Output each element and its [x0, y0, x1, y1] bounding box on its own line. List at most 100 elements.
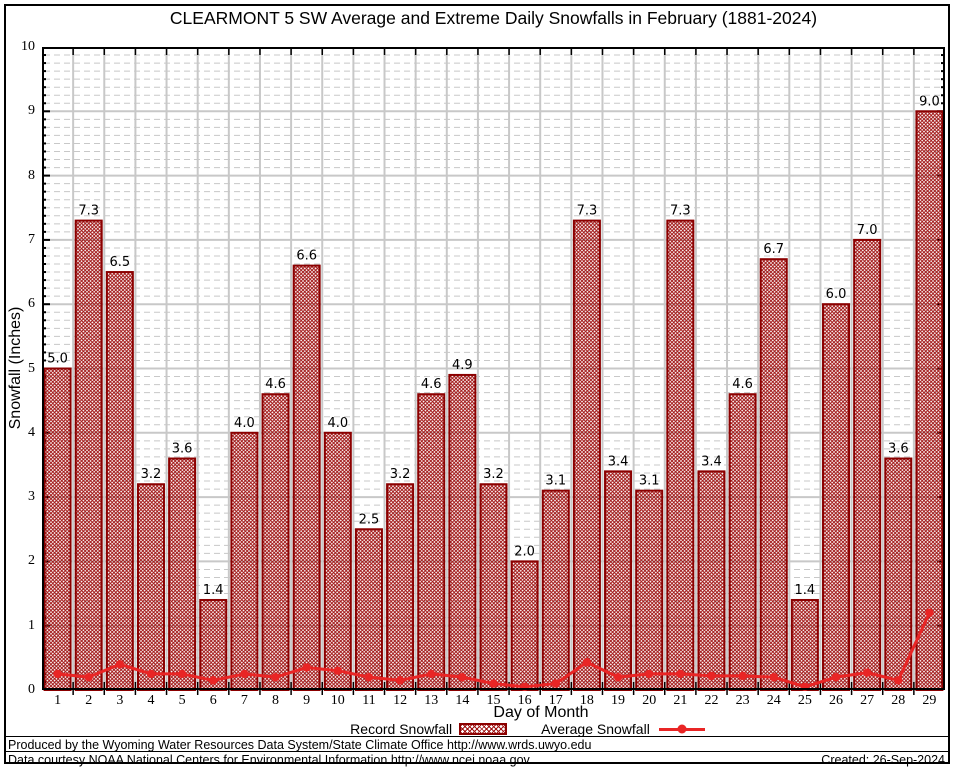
record-bar-day-7 — [230, 431, 259, 691]
x-tick-label-14: 14 — [455, 693, 470, 708]
footer-bottom-row: Data courtesy NOAA National Centers for … — [8, 753, 945, 767]
grid-major-vertical — [72, 47, 915, 690]
chart-title: CLEARMONT 5 SW Average and Extreme Daily… — [169, 8, 818, 28]
x-tick-label-7: 7 — [240, 693, 248, 708]
record-bar-day-18 — [572, 219, 601, 692]
y-tick-label-2: 2 — [28, 553, 35, 569]
record-bar-day-12 — [386, 483, 415, 691]
bar-label-day-8: 4.6 — [265, 377, 286, 392]
record-bar-day-28 — [884, 457, 913, 691]
average-point-day-15 — [489, 679, 498, 688]
bar-label-day-15: 3.2 — [483, 467, 504, 482]
bar-label-day-17: 3.1 — [545, 474, 566, 489]
record-bar-day-17 — [541, 489, 570, 692]
average-point-day-2 — [84, 672, 93, 682]
record-bar-day-29 — [915, 110, 944, 692]
average-point-day-26 — [831, 672, 841, 682]
x-tick-label-13: 13 — [424, 693, 439, 708]
x-tick-label-12: 12 — [393, 693, 408, 708]
x-tick-label-24: 24 — [766, 693, 781, 708]
average-point-day-22 — [707, 671, 716, 681]
record-bar-day-6 — [199, 598, 228, 691]
x-tick-label-6: 6 — [209, 693, 217, 708]
record-bar-day-11 — [354, 528, 383, 691]
record-bar-day-2 — [74, 219, 103, 692]
x-tick-label-17: 17 — [548, 693, 563, 708]
x-tick-label-23: 23 — [735, 693, 750, 708]
average-snowfall-line — [53, 608, 934, 691]
bar-label-day-23: 4.6 — [732, 377, 753, 392]
average-point-day-9 — [302, 663, 311, 672]
record-bar-day-22 — [697, 470, 726, 691]
bar-label-day-29: 9.0 — [919, 94, 940, 109]
bar-label-day-14: 4.9 — [452, 358, 473, 373]
bar-label-day-13: 4.6 — [421, 377, 442, 392]
x-tick-label-21: 21 — [673, 693, 688, 708]
y-tick-label-8: 8 — [28, 167, 35, 183]
x-tick-label-1: 1 — [54, 693, 62, 708]
average-point-day-12 — [395, 676, 405, 685]
plot-border — [42, 47, 945, 690]
record-bar-day-13 — [417, 393, 446, 691]
y-tick-label-1: 1 — [28, 617, 35, 633]
x-axis-title: Day of Month — [493, 704, 589, 721]
bar-value-labels: 5.0 7.3 6.5 3.2 3.6 1.4 4.0 4.6 6.6 4.0 2.5 3.2 4.6 4… — [47, 94, 940, 598]
legend-record-label: Record Snowfall — [350, 721, 453, 737]
x-tick-label-11: 11 — [362, 693, 376, 708]
record-snowfall-swatch — [459, 723, 508, 735]
plot-area: 5.0 7.3 6.5 3.2 3.6 1.4 4.0 4.6 6.6 4.0 2.5 3.2 4.6 4… — [42, 47, 945, 695]
record-bar-day-10 — [323, 431, 352, 691]
y-tick-label-5: 5 — [28, 360, 35, 376]
footer-created: Created: 26-Sep-2024 — [821, 753, 945, 767]
y-tick-label-7: 7 — [28, 231, 35, 247]
record-bar-day-3 — [105, 271, 134, 692]
x-tick-label-27: 27 — [860, 693, 875, 708]
legend-average-label: Average Snowfall — [541, 721, 650, 737]
average-point-day-14 — [458, 672, 467, 682]
y-tick-label-4: 4 — [28, 424, 35, 440]
record-bar-day-24 — [759, 258, 788, 691]
bar-label-day-18: 7.3 — [577, 204, 598, 219]
x-ticks-outward — [72, 690, 915, 695]
average-point-day-24 — [769, 672, 778, 682]
x-tick-label-28: 28 — [891, 693, 906, 708]
x-tick-label-8: 8 — [272, 693, 280, 708]
x-tick-label-18: 18 — [579, 693, 594, 708]
record-bar-day-26 — [822, 303, 851, 691]
record-bar-day-16 — [510, 560, 539, 692]
bar-label-day-25: 1.4 — [795, 583, 816, 598]
x-tick-label-29: 29 — [922, 693, 937, 708]
x-tick-label-5: 5 — [178, 693, 186, 708]
x-tick-label-26: 26 — [829, 693, 844, 708]
bar-label-day-28: 3.6 — [888, 442, 909, 457]
bar-label-day-10: 4.0 — [327, 416, 348, 431]
footer-divider-bottom — [5, 751, 949, 752]
x-tick-label-25: 25 — [797, 693, 812, 708]
average-point-day-5 — [177, 669, 187, 679]
x-tick-label-9: 9 — [303, 693, 311, 708]
x-tick-label-19: 19 — [611, 693, 626, 708]
average-point-day-10 — [333, 666, 343, 675]
average-point-day-20 — [644, 669, 654, 679]
bar-label-day-3: 6.5 — [110, 255, 131, 270]
x-tick-label-16: 16 — [517, 693, 532, 708]
average-snowfall-marker-icon — [677, 724, 687, 734]
average-point-day-11 — [364, 672, 374, 682]
record-bar-day-8 — [261, 393, 290, 691]
footer-data-courtesy: Data courtesy NOAA National Centers for … — [8, 753, 530, 767]
bar-label-day-7: 4.0 — [234, 416, 255, 431]
average-point-day-1 — [53, 669, 62, 679]
record-bar-day-23 — [728, 393, 757, 691]
bar-label-day-24: 6.7 — [763, 242, 784, 257]
x-tick-label-22: 22 — [704, 693, 719, 708]
bar-label-day-27: 7.0 — [857, 223, 878, 238]
bar-label-day-11: 2.5 — [359, 512, 380, 527]
y-tick-label-10: 10 — [21, 39, 35, 54]
legend: Record Snowfall Average Snowfall — [42, 721, 945, 737]
bar-label-day-6: 1.4 — [203, 583, 224, 598]
y-tick-label-9: 9 — [28, 103, 35, 119]
record-snowfall-bars — [43, 110, 944, 692]
bar-label-day-4: 3.2 — [141, 467, 162, 482]
bar-label-day-22: 3.4 — [701, 454, 722, 469]
record-bar-day-14 — [448, 373, 477, 691]
